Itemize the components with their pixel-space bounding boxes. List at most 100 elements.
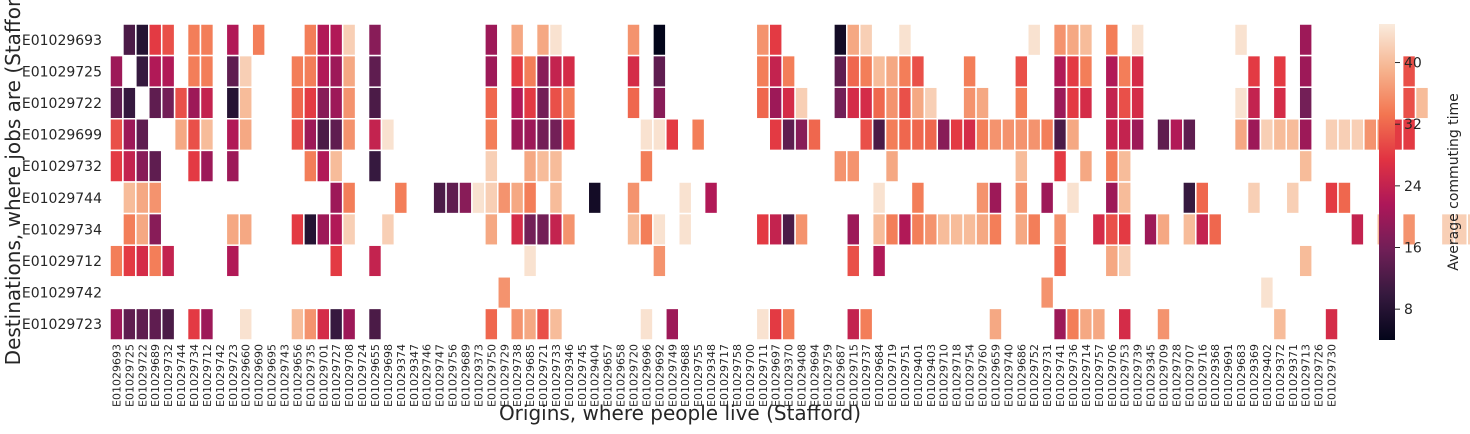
heatmap-cell bbox=[367, 118, 383, 152]
heatmap-cell bbox=[548, 149, 564, 183]
column-label: E01029745 bbox=[576, 344, 589, 407]
column-label: E01029698 bbox=[382, 344, 395, 407]
heatmap-cell bbox=[858, 54, 874, 88]
colorbar bbox=[1379, 24, 1395, 340]
column-label: E01029685 bbox=[524, 344, 537, 407]
heatmap-cell bbox=[1117, 149, 1132, 183]
heatmap-cell bbox=[1117, 86, 1132, 120]
heatmap-cell bbox=[1117, 54, 1132, 88]
heatmap-cell bbox=[871, 244, 887, 278]
heatmap-cell bbox=[1117, 244, 1132, 278]
column-label: E01029660 bbox=[240, 344, 253, 407]
column-label: E01029689 bbox=[149, 344, 162, 407]
heatmap-cell bbox=[1272, 86, 1288, 120]
heatmap-cell bbox=[548, 212, 564, 246]
heatmap-cell bbox=[871, 118, 887, 152]
column-label: E01029690 bbox=[253, 344, 266, 407]
heatmap-cell bbox=[833, 23, 848, 57]
heatmap-cell bbox=[652, 86, 667, 120]
column-label: E01029738 bbox=[511, 344, 524, 407]
column-label: E01029346 bbox=[563, 344, 576, 407]
heatmap-cell bbox=[910, 212, 926, 246]
heatmap-cell bbox=[755, 212, 770, 246]
heatmap-cell bbox=[509, 307, 525, 341]
heatmap-cell bbox=[1078, 307, 1094, 341]
heatmap-cell bbox=[303, 54, 318, 88]
heatmap-cell bbox=[897, 23, 913, 57]
heatmap-cell bbox=[1065, 181, 1081, 215]
heatmap-cell bbox=[238, 54, 253, 88]
heatmap-cell bbox=[535, 54, 551, 88]
column-label: E01029372 bbox=[1274, 344, 1287, 407]
heatmap-cell bbox=[652, 212, 667, 246]
heatmap-cell bbox=[303, 86, 318, 120]
heatmap-cell bbox=[548, 86, 564, 120]
heatmap-cells bbox=[109, 23, 1470, 341]
heatmap-cell bbox=[148, 23, 163, 57]
column-label: E01029686 bbox=[1015, 344, 1028, 407]
column-label: E01029712 bbox=[201, 344, 214, 407]
heatmap-cell bbox=[1337, 181, 1352, 215]
heatmap-cell bbox=[1401, 118, 1417, 152]
heatmap-cell bbox=[768, 118, 783, 152]
heatmap-cell bbox=[225, 23, 241, 57]
heatmap-cell bbox=[548, 54, 564, 88]
column-label: E01029714 bbox=[1080, 344, 1093, 407]
column-label: E01029747 bbox=[434, 344, 447, 407]
heatmap-cell bbox=[199, 86, 215, 120]
heatmap-cell bbox=[1014, 54, 1029, 88]
heatmap-cell bbox=[535, 149, 551, 183]
column-label: E01029741 bbox=[1054, 344, 1067, 407]
heatmap-cell bbox=[1195, 181, 1210, 215]
heatmap-cell bbox=[548, 307, 564, 341]
heatmap-cell bbox=[1246, 54, 1262, 88]
heatmap-cell bbox=[1078, 54, 1094, 88]
heatmap-cell bbox=[225, 86, 241, 120]
heatmap-cell bbox=[509, 118, 525, 152]
heatmap-cell bbox=[1104, 23, 1120, 57]
heatmap-cell bbox=[626, 23, 641, 57]
colorbar-ticks: 8 16 24 32 40 bbox=[1395, 56, 1422, 318]
column-label: E01029371 bbox=[1287, 344, 1300, 407]
heatmap-cell bbox=[1065, 23, 1081, 57]
heatmap-cell bbox=[199, 149, 215, 183]
column-label: E01029659 bbox=[989, 344, 1002, 407]
heatmap-cell bbox=[535, 118, 551, 152]
heatmap-cell bbox=[135, 212, 150, 246]
heatmap-cell bbox=[135, 54, 150, 88]
heatmap-cell bbox=[1246, 86, 1262, 120]
heatmap-cell bbox=[471, 181, 486, 215]
heatmap-cell bbox=[316, 86, 331, 120]
heatmap-cell bbox=[1052, 54, 1068, 88]
column-label: E01029726 bbox=[1313, 344, 1326, 407]
heatmap-cell bbox=[122, 149, 137, 183]
heatmap-cell bbox=[522, 118, 538, 152]
heatmap-cell bbox=[509, 23, 525, 57]
heatmap-cell bbox=[781, 212, 796, 246]
heatmap-cell bbox=[884, 212, 900, 246]
heatmap-cell bbox=[522, 212, 538, 246]
heatmap-cell bbox=[1363, 118, 1378, 152]
row-label: E01029712 bbox=[22, 254, 102, 270]
heatmap-cell bbox=[341, 118, 357, 152]
x-axis-title: Origins, where people live (Stafford) bbox=[499, 401, 861, 425]
column-label: E01029688 bbox=[679, 344, 692, 407]
heatmap-cell bbox=[328, 212, 344, 246]
column-label: E01029760 bbox=[977, 344, 990, 407]
column-label: E01029719 bbox=[886, 344, 899, 407]
heatmap-cell bbox=[186, 54, 202, 88]
column-label: E01029707 bbox=[1183, 344, 1196, 407]
heatmap-cell bbox=[846, 54, 861, 88]
heatmap-cell bbox=[846, 307, 861, 341]
heatmap-cell bbox=[522, 181, 538, 215]
heatmap-cell bbox=[1246, 181, 1262, 215]
heatmap-cell bbox=[975, 212, 990, 246]
heatmap-cell bbox=[328, 149, 344, 183]
heatmap-cell bbox=[122, 181, 137, 215]
row-label: E01029723 bbox=[22, 317, 102, 333]
column-label: E01029402 bbox=[1261, 344, 1274, 407]
heatmap-cell bbox=[833, 149, 848, 183]
row-labels: E01029693 E01029725 E01029722 E01029699 E010… bbox=[22, 33, 102, 333]
column-label: E01029374 bbox=[395, 344, 408, 407]
column-label: E01029751 bbox=[899, 344, 912, 407]
